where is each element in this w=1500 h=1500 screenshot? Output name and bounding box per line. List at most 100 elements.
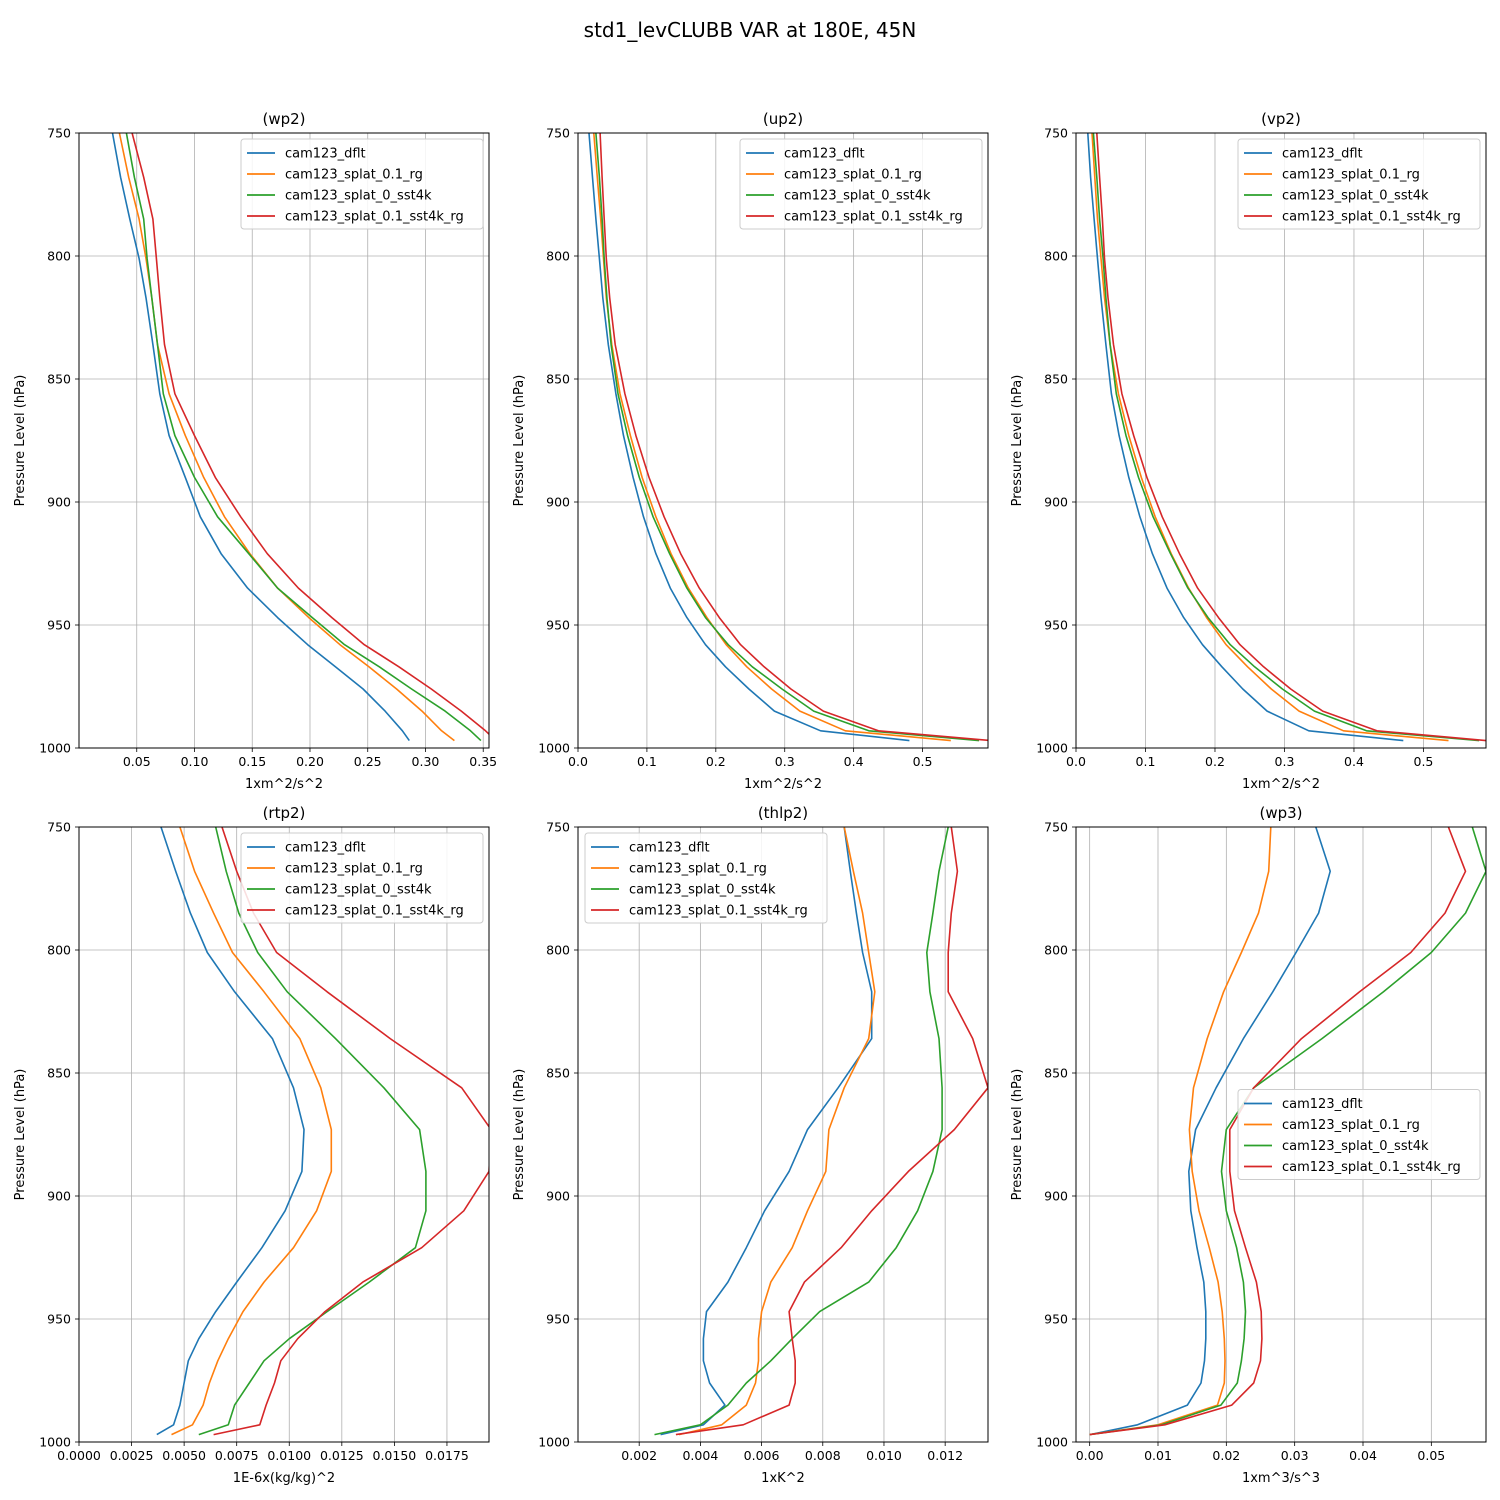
x-tick-label: 0.0000 (57, 1448, 101, 1463)
x-tick-label: 0.5 (1414, 754, 1434, 769)
legend-label: cam123_splat_0.1_sst4k_rg (1282, 210, 1461, 225)
y-tick-label: 1000 (1036, 1435, 1068, 1450)
x-tick-label: 0.25 (354, 754, 382, 769)
figure-title: std1_levCLUBB VAR at 180E, 45N (584, 18, 917, 42)
series-line-cam123_splat_0.1_sst4k_rg (213, 827, 489, 1436)
x-tick-label: 0.02 (1212, 1448, 1240, 1463)
x-axis-label: 1E-6x(kg/kg)^2 (233, 1471, 335, 1486)
legend-label: cam123_dflt (629, 841, 710, 856)
x-tick-label: 0.008 (805, 1448, 841, 1463)
plot-area (1076, 133, 1486, 748)
series-line-cam123_splat_0.1_sst4k_rg (131, 133, 489, 736)
y-tick-label: 1000 (538, 1435, 570, 1450)
legend-label: cam123_splat_0.1_sst4k_rg (1282, 1160, 1461, 1175)
x-tick-label: 0.004 (682, 1448, 718, 1463)
x-tick-label: 0.3 (1275, 754, 1295, 769)
y-axis-label: Pressure Level (hPa) (512, 375, 527, 507)
y-tick-label: 900 (546, 1189, 570, 1204)
legend-label: cam123_splat_0.1_sst4k_rg (784, 210, 963, 225)
y-tick-label: 900 (47, 495, 71, 510)
y-tick-label: 850 (546, 372, 570, 387)
y-tick-label: 750 (546, 820, 570, 835)
x-tick-label: 0.0025 (110, 1448, 154, 1463)
x-axis-label: 1xm^2/s^2 (245, 777, 323, 792)
y-tick-label: 800 (47, 943, 71, 958)
series-line-cam123_splat_0_sst4k (1092, 133, 1480, 742)
panel-title: (rtp2) (263, 804, 306, 822)
x-tick-label: 0.5 (913, 754, 933, 769)
legend: cam123_dflt cam123_splat_0.1_rg cam123_spl… (240, 832, 484, 924)
x-tick-label: 0.05 (123, 754, 151, 769)
series-line-cam123_splat_0.1_rg (678, 827, 876, 1436)
y-tick-label: 850 (1044, 372, 1068, 387)
x-tick-label: 0.2 (1205, 754, 1225, 769)
y-tick-label: 950 (546, 1312, 570, 1327)
panel-title: (vp2) (1261, 110, 1301, 128)
legend-label: cam123_splat_0.1_rg (1282, 168, 1420, 183)
axes-frame (1075, 132, 1487, 749)
y-tick-label: 950 (546, 618, 570, 633)
x-tick-label: 0.002 (621, 1448, 657, 1463)
axes-frame (577, 826, 989, 1443)
y-tick-label: 750 (1044, 126, 1068, 141)
x-axis-label: 1xK^2 (761, 1471, 805, 1486)
y-tick-label: 1000 (538, 741, 570, 756)
legend-label: cam123_splat_0.1_rg (784, 168, 922, 183)
axes-frame (577, 132, 989, 749)
x-tick-label: 0.30 (412, 754, 440, 769)
legend-box (739, 138, 983, 230)
y-tick-label: 750 (47, 126, 71, 141)
x-tick-label: 0.0150 (373, 1448, 417, 1463)
x-tick-label: 0.1 (637, 754, 657, 769)
series-lines (1087, 133, 1486, 742)
y-tick-label: 850 (546, 1066, 570, 1081)
x-axis-label: 1xm^2/s^2 (1242, 777, 1320, 792)
legend-box (1237, 1089, 1481, 1180)
y-tick-label: 800 (546, 249, 570, 264)
y-tick-label: 950 (1044, 1312, 1068, 1327)
panel-title: (wp3) (1259, 804, 1302, 822)
x-tick-label: 0.04 (1349, 1448, 1377, 1463)
y-tick-label: 900 (1044, 1189, 1068, 1204)
panel-thlp2: 0.002 0.004 0.006 0.008 0.010 0.012 750 800 850 9… (512, 804, 989, 1486)
legend: cam123_dflt cam123_splat_0.1_rg cam123_spl… (1237, 1089, 1481, 1180)
legend-label: cam123_splat_0_sst4k (1282, 189, 1429, 204)
y-tick-label: 750 (47, 820, 71, 835)
axes-frame (1075, 826, 1487, 1443)
series-line-cam123_splat_0_sst4k (198, 827, 427, 1436)
legend-box (240, 138, 484, 230)
legend-label: cam123_splat_0_sst4k (1282, 1139, 1429, 1154)
series-line-cam123_splat_0.1_rg (118, 133, 455, 742)
x-tick-label: 0.0 (1066, 754, 1086, 769)
legend: cam123_dflt cam123_splat_0.1_rg cam123_spl… (584, 832, 828, 924)
y-tick-label: 900 (1044, 495, 1068, 510)
y-axis-label: Pressure Level (hPa) (13, 375, 28, 507)
x-tick-label: 0.00 (1076, 1448, 1104, 1463)
legend-label: cam123_dflt (1282, 147, 1363, 162)
legend-box (584, 832, 828, 924)
x-tick-label: 0.0125 (320, 1448, 364, 1463)
series-line-cam123_splat_0.1_sst4k_rg (675, 827, 988, 1436)
y-tick-label: 850 (1044, 1066, 1068, 1081)
x-tick-label: 0.05 (1417, 1448, 1445, 1463)
series-lines (111, 133, 489, 742)
plot-area (79, 133, 489, 748)
plot-area (578, 827, 988, 1442)
y-tick-label: 750 (1044, 820, 1068, 835)
legend: cam123_dflt cam123_splat_0.1_rg cam123_spl… (739, 138, 983, 230)
y-axis-label: Pressure Level (hPa) (13, 1069, 28, 1201)
y-tick-label: 800 (1044, 249, 1068, 264)
x-tick-label: 0.0175 (425, 1448, 469, 1463)
x-tick-label: 0.4 (844, 754, 864, 769)
legend-label: cam123_splat_0_sst4k (629, 883, 776, 898)
legend-label: cam123_dflt (784, 147, 865, 162)
x-tick-label: 0.03 (1281, 1448, 1309, 1463)
y-tick-label: 950 (1044, 618, 1068, 633)
series-lines (156, 827, 489, 1436)
legend-label: cam123_splat_0.1_sst4k_rg (285, 210, 464, 225)
x-tick-label: 0.01 (1144, 1448, 1172, 1463)
series-line-cam123_splat_0.1_sst4k_rg (599, 133, 988, 742)
series-line-cam123_splat_0.1_rg (1089, 827, 1272, 1436)
series-line-cam123_dflt (1089, 827, 1331, 1436)
x-tick-label: 0.1 (1136, 754, 1156, 769)
